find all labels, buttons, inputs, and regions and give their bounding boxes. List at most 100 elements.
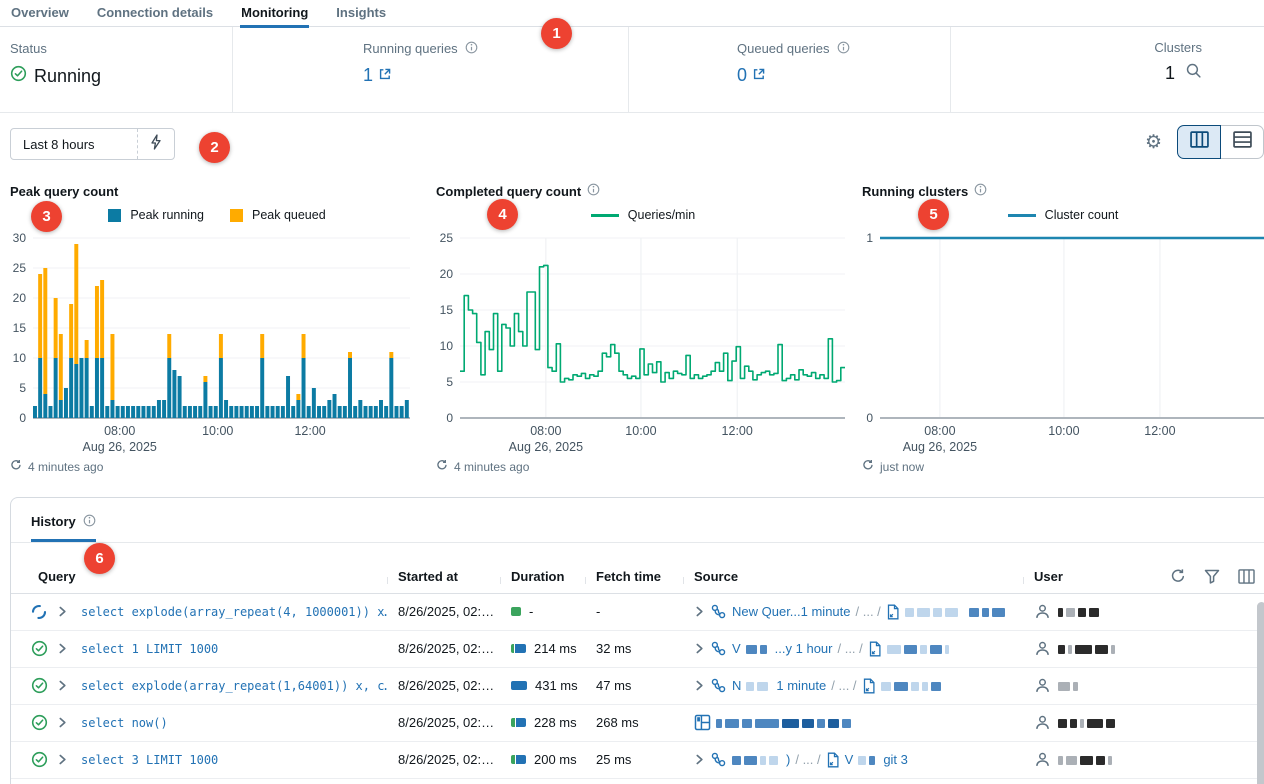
expand-chevron-icon[interactable] [694,680,705,691]
live-refresh-button[interactable] [136,129,174,159]
redacted-text [981,608,989,618]
table-row[interactable]: select explode(array_repeat(4, 1000001))… [11,594,1264,631]
query-link[interactable]: select now() [81,715,168,730]
expand-chevron-icon[interactable] [694,606,705,617]
redacted-text [961,608,966,617]
chart-legend: Queries/min [436,202,850,228]
tab-connection-details[interactable]: Connection details [96,5,214,20]
svg-text:10: 10 [440,339,454,353]
duration-cell: 200 ms [500,752,585,767]
column-header-user[interactable]: User [1023,569,1264,584]
source-link[interactable]: V [844,752,854,767]
svg-text:5: 5 [446,375,453,389]
expand-chevron-icon[interactable] [57,754,81,765]
status-block: Status Running [0,27,232,112]
gear-icon[interactable]: ⚙ [1144,131,1162,153]
redacted-text [817,719,825,729]
column-view-button[interactable] [1177,125,1221,159]
expand-chevron-icon[interactable] [57,606,81,617]
legend-item: Cluster count [1007,208,1118,222]
refresh-icon [436,459,448,474]
annotation-badge-5: 5 [918,199,949,230]
svg-text:12:00: 12:00 [1144,424,1175,438]
row-view-button[interactable] [1220,125,1264,159]
history-tab-label: History [31,514,76,529]
source-cell [683,714,1023,731]
expand-chevron-icon[interactable] [694,643,705,654]
redacted-text [769,756,778,766]
tab-overview[interactable]: Overview [11,5,69,20]
duration-value: 200 ms [534,752,577,767]
redacted-user [1058,678,1081,693]
info-icon[interactable] [465,41,478,57]
columns-settings-icon[interactable] [1238,568,1255,584]
column-header-started-at[interactable]: Started at [387,569,500,584]
tab-insights[interactable]: Insights [336,5,387,20]
query-status-cell [11,751,57,768]
info-icon[interactable] [587,183,600,199]
table-row[interactable]: select now() 8/26/2025, 02:… 228 ms 268 ms [11,705,1264,742]
source-link[interactable]: N [732,678,742,693]
redacted-text [716,719,722,729]
user-icon [1034,677,1051,694]
redacted-user [1058,752,1115,767]
info-icon[interactable] [837,41,850,57]
filter-icon[interactable] [1204,569,1220,584]
table-row[interactable]: select 1 LIMIT 1000 8/26/2025, 02:… 214 ms… [11,631,1264,668]
info-icon[interactable] [974,183,987,199]
legend-item: Queries/min [590,208,695,222]
table-scrollbar[interactable] [1257,602,1264,784]
query-link[interactable]: select 3 LIMIT 1000 [81,752,219,767]
info-icon[interactable] [83,514,96,530]
columns-layout-icon [1189,131,1209,153]
spinner-icon [31,604,47,620]
query-link[interactable]: select explode(array_repeat(1,64001)) x,… [81,678,387,693]
redacted-user [1058,641,1118,656]
status-value: Running [34,65,102,86]
column-header-duration[interactable]: Duration [500,569,585,584]
started-at-cell: 8/26/2025, 02:… [398,752,495,767]
expand-chevron-icon[interactable] [694,754,705,765]
source-link[interactable]: git 3 [883,752,908,767]
started-at-cell: 8/26/2025, 02:… [398,715,495,730]
source-link[interactable]: V [732,641,741,656]
duration-value: 214 ms [534,641,577,656]
expand-chevron-icon[interactable] [57,717,81,728]
redacted-text [1058,719,1067,729]
source-path-separator: / ... / [831,678,857,693]
expand-chevron-icon[interactable] [57,643,81,654]
source-link[interactable]: New Quer...1 minute [732,604,851,619]
query-link[interactable]: select 1 LIMIT 1000 [81,641,219,656]
redacted-text [886,645,901,655]
redacted-text [893,682,908,692]
tab-monitoring[interactable]: Monitoring [240,0,310,28]
redacted-text [1111,645,1115,655]
time-range-select[interactable]: Last 8 hours [10,128,175,160]
chart-toolbar: Last 8 hours ⚙ [0,113,1264,175]
source-link[interactable]: 1 minute [776,678,827,693]
svg-text:20: 20 [13,291,27,305]
source-link[interactable]: ...y 1 hour [774,641,833,656]
column-header-fetch-time[interactable]: Fetch time [585,569,683,584]
layout-toggle [1177,125,1264,159]
running-queries-link[interactable]: 1 [363,65,392,86]
table-row[interactable]: select 3 LIMIT 1000 8/26/2025, 02:… 200 ms… [11,742,1264,779]
column-header-query[interactable]: Query [38,568,76,584]
annotation-badge-2: 2 [199,132,230,163]
search-icon[interactable] [1185,62,1202,84]
query-link[interactable]: select explode(array_repeat(4, 1000001))… [81,604,387,619]
redacted-text [880,682,891,692]
expand-chevron-icon[interactable] [57,680,81,691]
source-link[interactable]: ) [786,752,791,767]
table-row[interactable]: select explode(array_repeat(1,64001)) x,… [11,668,1264,705]
tab-history[interactable]: History [31,514,96,542]
redacted-text [944,645,949,655]
redacted-text [1095,645,1108,655]
svg-text:08:00: 08:00 [530,424,561,438]
lineage-doc-icon [862,678,876,694]
source-path-separator: / ... / [855,604,881,619]
column-header-source[interactable]: Source [683,569,1023,584]
queued-queries-link[interactable]: 0 [737,65,766,86]
query-source-icon [710,677,727,694]
refresh-table-icon[interactable] [1170,568,1186,584]
